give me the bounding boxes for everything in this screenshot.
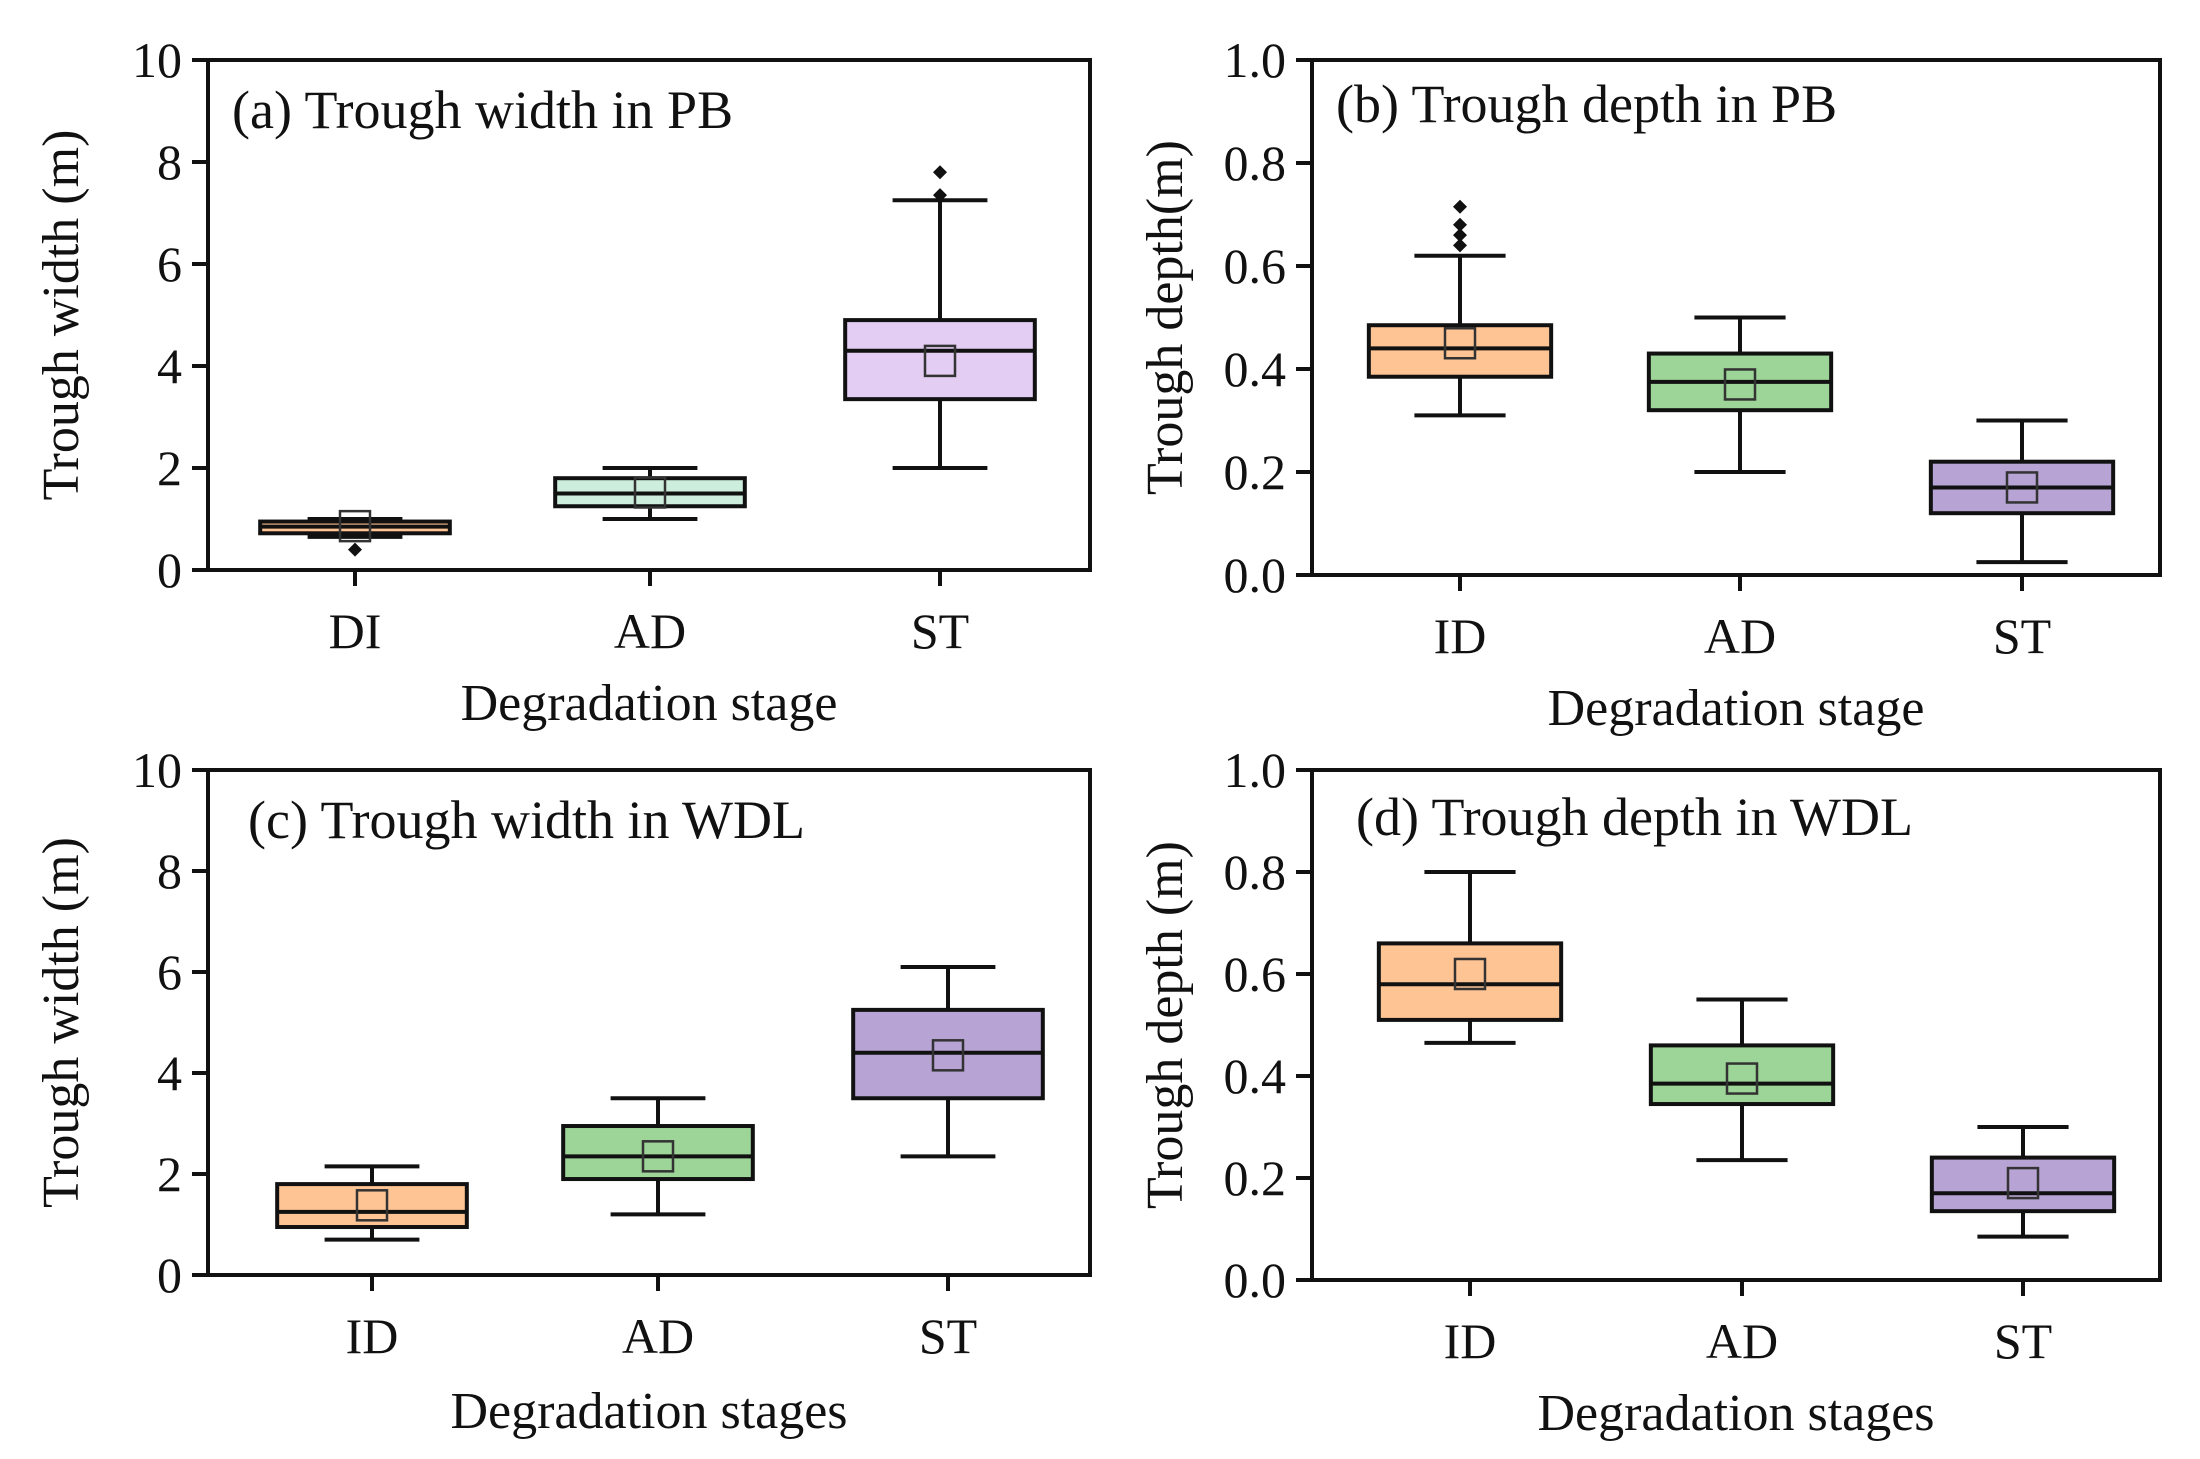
y-tick-label: 0.6 <box>1224 946 1287 1002</box>
panel-title: (b) Trough depth in PB <box>1336 74 1837 134</box>
panel-title: (c) Trough width in WDL <box>248 790 805 850</box>
x-tick-label: ST <box>919 1308 977 1364</box>
x-tick-label: ST <box>1993 608 2051 664</box>
box-ad <box>561 1096 755 1217</box>
x-tick-label: ID <box>1444 1313 1497 1369</box>
outlier-point <box>348 542 362 557</box>
y-axis-title: Trough depth (m) <box>1137 841 1194 1209</box>
box-ad <box>553 466 747 521</box>
outlier-point <box>1453 217 1467 232</box>
plot-frame <box>206 768 1092 1277</box>
x-tick-label: AD <box>1706 1313 1778 1369</box>
y-tick-label: 0.4 <box>1224 1048 1287 1104</box>
x-tick-label: ST <box>911 603 969 659</box>
y-tick-label: 8 <box>157 134 182 190</box>
iqr-box <box>1376 941 1564 1022</box>
chart-panel-c: 0 2 4 6 8 10 ID AD ST (c) Trough width in WDL Degr… <box>33 742 1092 1440</box>
mean-marker <box>1443 327 1477 360</box>
y-tick-label: 10 <box>132 742 182 798</box>
mean-marker <box>1725 1062 1759 1095</box>
box-id <box>1366 199 1554 418</box>
y-axis-title: Trough depth(m) <box>1137 140 1194 495</box>
y-tick-label: 6 <box>157 944 182 1000</box>
y-tick-label: 0.4 <box>1224 341 1287 397</box>
y-tick-label: 0 <box>157 542 182 598</box>
y-tick-label: 0.6 <box>1224 238 1287 294</box>
mean-marker <box>2006 1166 2040 1200</box>
x-axis-title: Degradation stages <box>1537 1385 1934 1442</box>
x-tick-label: ID <box>346 1308 399 1364</box>
mean-marker <box>1453 957 1487 991</box>
plot-frame <box>1310 768 2162 1282</box>
mean-marker <box>1723 368 1757 401</box>
y-tick-label: 0 <box>157 1247 182 1303</box>
iqr-box <box>843 318 1037 402</box>
box-id <box>1376 870 1564 1045</box>
iqr-box <box>1366 323 1554 379</box>
y-axis-title: Trough width (m) <box>33 130 90 501</box>
y-tick-label: 4 <box>157 1045 182 1101</box>
mean-marker <box>355 1189 389 1222</box>
panel-title: (d) Trough depth in WDL <box>1356 787 1913 847</box>
mean-marker <box>931 1039 965 1072</box>
outlier-point <box>933 188 947 203</box>
box-id <box>275 1164 469 1242</box>
box-st <box>1929 1125 2117 1239</box>
chart-panel-d: 0.0 0.2 0.4 0.6 0.8 1.0 ID AD ST (d) Trough depth… <box>1137 742 2162 1442</box>
y-tick-label: 0.0 <box>1224 547 1287 603</box>
mean-marker <box>2005 471 2039 504</box>
outlier-point <box>1453 238 1467 253</box>
y-tick-label: 2 <box>157 440 182 496</box>
outlier-point <box>933 165 947 180</box>
y-tick-label: 0.2 <box>1224 1150 1287 1206</box>
box-di <box>258 509 452 557</box>
y-tick-label: 0.2 <box>1224 444 1287 500</box>
x-axis-title: Degradation stage <box>461 675 838 732</box>
mean-marker <box>923 344 957 378</box>
iqr-box <box>1929 1155 2117 1214</box>
mean-marker <box>338 509 372 543</box>
iqr-box <box>1648 1043 1836 1107</box>
x-axis-title: Degradation stages <box>450 1383 847 1440</box>
y-tick-label: 0.8 <box>1224 844 1287 900</box>
y-tick-label: 1.0 <box>1224 742 1287 798</box>
y-tick-label: 0.0 <box>1224 1252 1287 1308</box>
mean-marker <box>641 1140 675 1173</box>
x-tick-label: ID <box>1434 608 1487 664</box>
y-tick-label: 2 <box>157 1146 182 1202</box>
panel-title: (a) Trough width in PB <box>232 80 733 140</box>
box-ad <box>1648 997 1836 1163</box>
x-tick-label: DI <box>329 603 382 659</box>
x-axis-title: Degradation stage <box>1548 680 1925 737</box>
box-ad <box>1646 315 1834 474</box>
x-tick-label: AD <box>1704 608 1776 664</box>
y-tick-label: 8 <box>157 843 182 899</box>
outlier-point <box>1453 228 1467 243</box>
mean-marker <box>633 476 667 509</box>
y-tick-label: 0.8 <box>1224 135 1287 191</box>
y-tick-label: 6 <box>157 236 182 292</box>
plot-frame <box>1310 58 2162 577</box>
y-tick-label: 1.0 <box>1224 32 1287 88</box>
chart-panel-a: 0 2 4 6 8 10 DI AD ST (a) Trough width in PB Degra… <box>33 32 1092 732</box>
y-tick-label: 10 <box>132 32 182 88</box>
outlier-point <box>1453 199 1467 214</box>
box-st <box>851 964 1045 1159</box>
box-st <box>843 165 1037 470</box>
x-tick-label: AD <box>614 603 686 659</box>
chart-panel-b: 0.0 0.2 0.4 0.6 0.8 1.0 ID AD ST (b) Trough depth… <box>1137 32 2162 737</box>
y-axis-title: Trough width (m) <box>33 837 90 1208</box>
x-tick-label: ST <box>1994 1313 2052 1369</box>
y-tick-label: 4 <box>157 338 182 394</box>
box-st <box>1928 418 2116 565</box>
x-tick-label: AD <box>622 1308 694 1364</box>
